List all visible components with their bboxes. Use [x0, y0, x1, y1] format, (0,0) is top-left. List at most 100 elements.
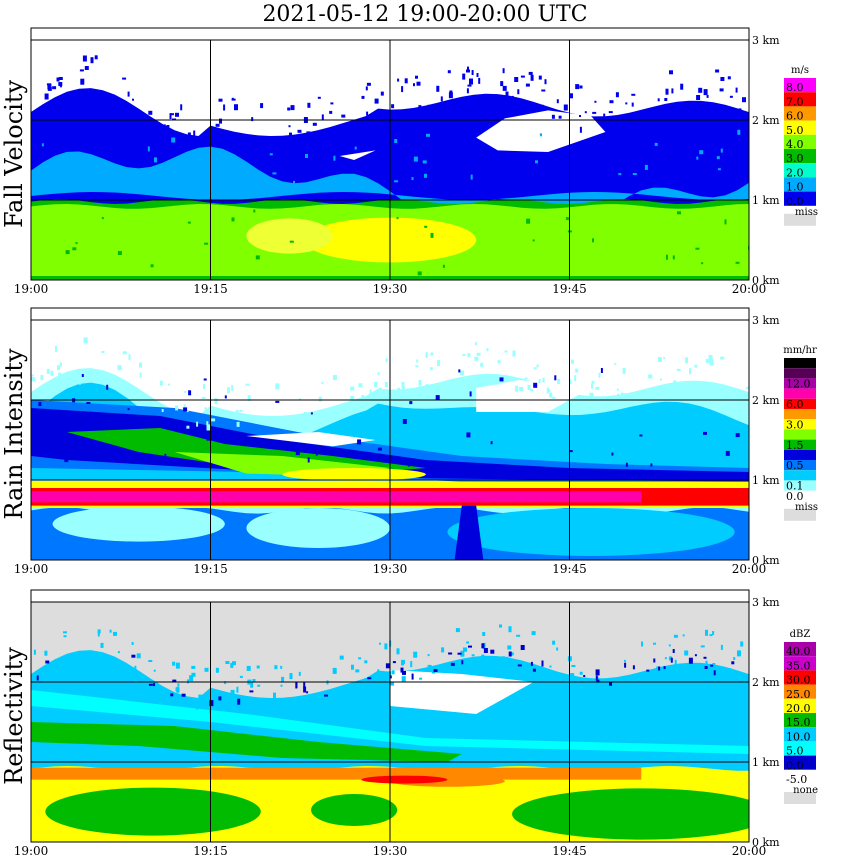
colorbar-swatch — [784, 490, 816, 501]
colorbar-unit: mm/hr — [783, 345, 817, 356]
fv-speckle-low — [65, 209, 749, 276]
x-tick-label: 19:30 — [373, 844, 408, 858]
x-tick-label: 20:00 — [732, 844, 767, 858]
colorbar-label: 6.0 — [786, 110, 804, 123]
fv-white-gap — [476, 110, 606, 152]
colorbar-swatch — [784, 419, 816, 430]
chart-title: 2021-05-12 19:00-20:00 UTC — [262, 2, 588, 27]
fv-yellow-core-2 — [246, 218, 333, 254]
rain-intensity-panel: 0 km 1 km 2 km 3 km 19:00 19:15 19:30 19:45 20:0… — [0, 307, 818, 576]
colorbar-label: 20.0 — [786, 702, 811, 715]
colorbar-swatch — [784, 92, 816, 107]
rf-speckle-top — [33, 624, 749, 714]
x-tick-label: 19:00 — [14, 562, 49, 576]
x-tick-label: 20:00 — [732, 282, 767, 296]
rf-green-lower — [45, 787, 261, 836]
colorbar-swatch — [784, 177, 816, 192]
rf-red-core — [361, 775, 448, 784]
height-label: 0 km — [752, 274, 780, 287]
height-label: 1 km — [752, 474, 780, 487]
reflectivity-colorbar: dBZ 40.035.0 30.025.020.015.010.0 5.00.0-5.… — [784, 629, 818, 804]
x-tick-label: 19:15 — [193, 562, 228, 576]
reflectivity-title: Reflectivity — [0, 647, 28, 785]
ri-yellow-core — [282, 468, 426, 481]
colorbar-swatch — [784, 642, 816, 657]
colorbar-swatch — [784, 439, 816, 450]
colorbar-label: 5.0 — [786, 124, 804, 137]
fall-velocity-panel: 0 km 1 km 2 km 3 km 19:00 19:15 19:30 19:45 20:0… — [0, 27, 818, 296]
rf-green-lower-3 — [311, 794, 398, 826]
x-tick-label: 19:45 — [552, 562, 587, 576]
colorbar-label: 8.0 — [786, 81, 804, 94]
colorbar-swatch — [784, 429, 816, 440]
colorbar-swatch — [784, 713, 816, 728]
rain-intensity-field — [31, 320, 749, 560]
colorbar-miss-swatch — [784, 508, 816, 521]
colorbar-swatch — [784, 368, 816, 379]
colorbar-swatch — [784, 449, 816, 460]
fv-white-gap-2 — [339, 150, 376, 160]
colorbar-swatch — [784, 684, 816, 699]
colorbar-label: 1.0 — [786, 181, 804, 194]
colorbar-swatch — [784, 409, 816, 420]
colorbar-label: 12.0 — [786, 378, 811, 391]
ri-fallstreak — [454, 505, 484, 560]
ri-lower-light — [52, 506, 225, 542]
fall-velocity-grid — [31, 39, 749, 280]
rf-green-lower-2 — [512, 788, 749, 840]
colorbar-label: 25.0 — [786, 688, 811, 701]
colorbar-swatch — [784, 378, 816, 389]
colorbar-swatch — [784, 120, 816, 135]
ri-white-gap-2 — [246, 432, 376, 447]
ri-speckle-top — [31, 337, 749, 431]
colorbar-swatch — [784, 460, 816, 471]
colorbar-swatch — [784, 670, 816, 685]
colorbar-swatch — [784, 106, 816, 121]
colorbar-label: 0.1 — [786, 480, 804, 493]
x-tick-label: 20:00 — [732, 562, 767, 576]
colorbar-label: 15.0 — [786, 716, 811, 729]
colorbar-label: 6.0 — [786, 398, 804, 411]
colorbar-swatch — [784, 480, 816, 491]
reflectivity-field — [31, 602, 749, 842]
colorbar-swatch — [784, 388, 816, 399]
colorbar-label: 0.5 — [786, 459, 804, 472]
x-tick-label: 19:00 — [14, 282, 49, 296]
height-label: 3 km — [752, 34, 780, 47]
colorbar-swatch — [784, 698, 816, 713]
colorbar-swatch — [784, 191, 816, 206]
colorbar-unit: m/s — [791, 65, 809, 76]
colorbar-swatch — [784, 727, 816, 742]
x-tick-label: 19:45 — [552, 844, 587, 858]
x-tick-label: 19:00 — [14, 844, 49, 858]
reflectivity-frame — [30, 589, 750, 843]
colorbar-swatch — [784, 78, 816, 93]
colorbar-label: 35.0 — [786, 659, 811, 672]
colorbar-label: 0.0 — [786, 759, 804, 772]
colorbar-unit: dBZ — [790, 629, 811, 640]
ri-speckle-mid — [38, 368, 740, 467]
height-label: 2 km — [752, 394, 780, 407]
x-tick-label: 19:15 — [193, 844, 228, 858]
x-tick-label: 19:30 — [373, 562, 408, 576]
colorbar-swatch — [784, 398, 816, 409]
colorbar-swatch — [784, 769, 816, 784]
colorbar-label: 10.0 — [786, 730, 811, 743]
rf-green-upper — [31, 722, 462, 762]
rf-white-gap — [390, 670, 534, 714]
colorbar-label: 1.5 — [786, 439, 804, 452]
fall-velocity-field — [31, 40, 749, 280]
height-label: 2 km — [752, 676, 780, 689]
x-tick-label: 19:45 — [552, 282, 587, 296]
colorbar-miss-swatch — [784, 792, 816, 804]
colorbar-label: 0.0 — [786, 195, 804, 208]
colorbar-label: 2.0 — [786, 166, 804, 179]
rain-intensity-frame — [30, 307, 750, 561]
rf-speckle-blue — [36, 643, 735, 707]
fv-speckle-mid — [31, 129, 741, 193]
rain-intensity-title: Rain Intensity — [0, 348, 28, 520]
colorbar-label: -5.0 — [786, 773, 807, 786]
x-tick-label: 19:30 — [373, 282, 408, 296]
